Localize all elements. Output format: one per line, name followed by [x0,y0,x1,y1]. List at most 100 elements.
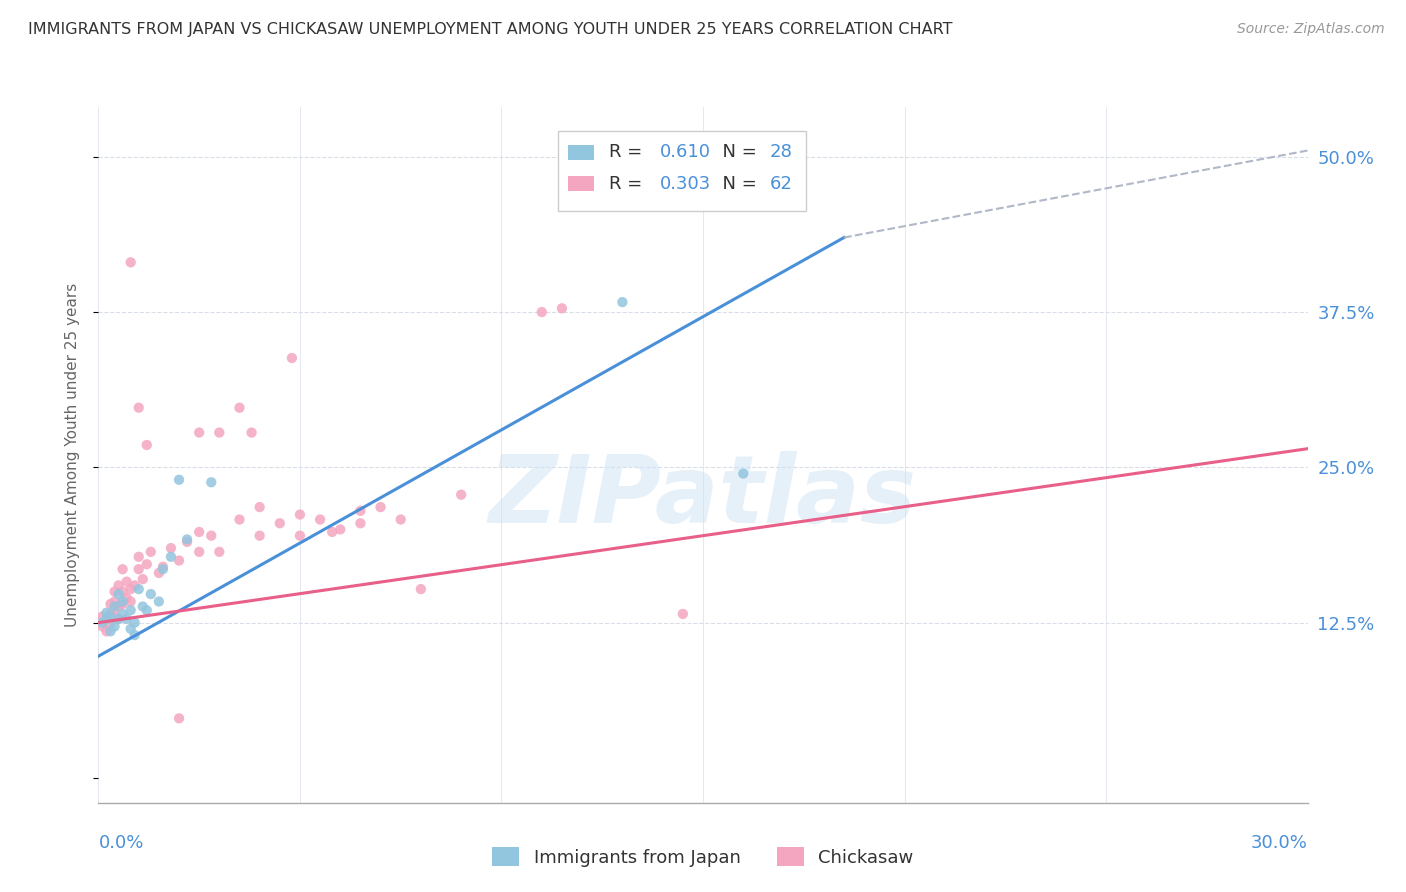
Text: 30.0%: 30.0% [1251,834,1308,852]
Point [370,500,392,514]
Point [107,612,129,626]
Point [128,562,150,576]
FancyBboxPatch shape [568,176,595,191]
Point [115,574,138,589]
Point [120,582,142,596]
Point [103,599,125,614]
Point [167,711,190,725]
Point [208,425,231,440]
Point [111,597,134,611]
Text: ZIPatlas: ZIPatlas [489,450,917,542]
Point [228,401,250,415]
Point [309,512,332,526]
Point [128,549,150,564]
Point [120,255,142,269]
Point [208,545,231,559]
Point [200,475,222,490]
Point [188,425,211,440]
Point [349,516,371,531]
Point [100,615,122,630]
Point [107,599,129,614]
Point [132,599,155,614]
Point [96,624,118,639]
Point [148,594,170,608]
Point [672,607,695,621]
Point [249,529,271,543]
Point [132,572,155,586]
Point [96,612,118,626]
Point [96,606,118,620]
Point [103,594,125,608]
Point [152,562,174,576]
Point [128,582,150,596]
Point [100,597,122,611]
Point [160,541,183,555]
Point [551,301,574,316]
Point [103,619,125,633]
Point [124,628,146,642]
Point [111,584,134,599]
Point [103,584,125,599]
Point [188,524,211,539]
Point [269,516,291,531]
Text: IMMIGRANTS FROM JAPAN VS CHICKASAW UNEMPLOYMENT AMONG YOUTH UNDER 25 YEARS CORRE: IMMIGRANTS FROM JAPAN VS CHICKASAW UNEMP… [28,22,953,37]
Point [124,578,146,592]
Point [249,500,271,514]
Point [329,523,352,537]
Point [288,529,311,543]
Point [91,619,114,633]
Point [100,609,122,624]
Point [107,578,129,592]
Text: 0.0%: 0.0% [98,834,143,852]
Point [349,504,371,518]
Text: N =: N = [711,175,763,193]
Text: Source: ZipAtlas.com: Source: ZipAtlas.com [1237,22,1385,37]
Point [115,612,138,626]
Point [124,615,146,630]
Text: R =: R = [609,175,648,193]
Legend: Immigrants from Japan, Chickasaw: Immigrants from Japan, Chickasaw [485,840,921,874]
Text: 62: 62 [769,175,793,193]
Point [148,566,170,580]
Point [167,473,190,487]
Text: 0.610: 0.610 [659,144,710,161]
Point [120,603,142,617]
Point [530,305,553,319]
Point [733,467,755,481]
Point [139,587,162,601]
Point [135,558,157,572]
Text: 28: 28 [769,144,793,161]
Point [152,559,174,574]
Point [96,612,118,626]
Text: N =: N = [711,144,763,161]
Point [115,591,138,605]
Point [111,562,134,576]
Point [100,624,122,639]
Point [120,594,142,608]
Point [128,401,150,415]
Point [409,582,432,596]
FancyBboxPatch shape [558,131,806,211]
Point [107,587,129,601]
Point [107,612,129,626]
Point [111,607,134,621]
Y-axis label: Unemployment Among Youth under 25 years: Unemployment Among Youth under 25 years [65,283,80,627]
Point [240,425,263,440]
FancyBboxPatch shape [568,145,595,160]
Point [176,534,198,549]
Point [100,607,122,621]
Point [321,524,343,539]
Point [389,512,412,526]
Point [103,603,125,617]
Point [135,438,157,452]
Text: R =: R = [609,144,648,161]
Point [139,545,162,559]
Point [450,488,472,502]
Point [120,622,142,636]
Point [200,529,222,543]
Point [288,508,311,522]
Point [167,553,190,567]
Point [612,295,634,310]
Point [111,594,134,608]
Point [91,609,114,624]
